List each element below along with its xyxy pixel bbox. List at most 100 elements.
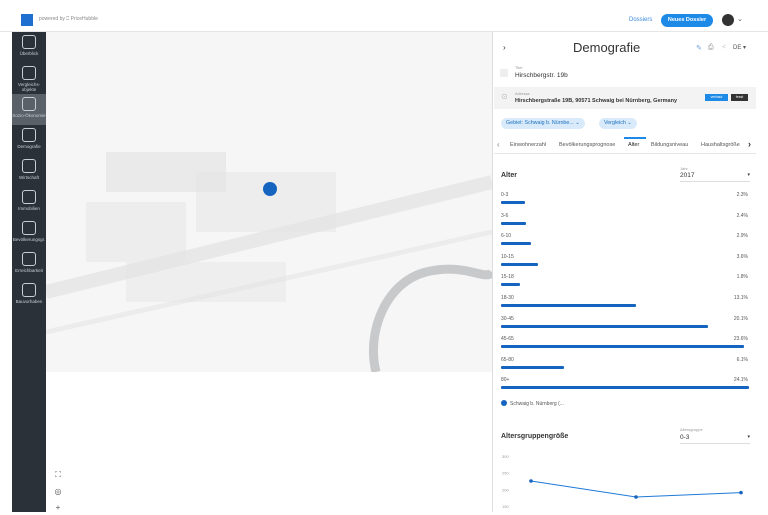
- tab-bildungsniveau[interactable]: Bildungsniveau: [651, 142, 689, 148]
- user-avatar-icon[interactable]: [722, 14, 734, 26]
- title-label: Titel: [515, 65, 523, 70]
- bar-value-label: 2.9%: [736, 233, 748, 240]
- bar-label: 10-15: [501, 253, 514, 260]
- section-title-alter: Alter: [501, 172, 517, 179]
- sidebar-item-5[interactable]: Immobilien: [12, 187, 46, 218]
- bar: [501, 324, 708, 328]
- sidebar-icon: [22, 283, 36, 297]
- y-tick-label: 250: [502, 471, 509, 476]
- sidebar-item-label: Immobilien: [18, 206, 40, 211]
- sidebar-item-label: Erreichbarkeit: [15, 268, 43, 273]
- language-value: DE: [733, 45, 742, 51]
- bar-value-label: 6.1%: [736, 356, 748, 363]
- section-title-altersgruppe: Altersgruppengröße: [501, 433, 569, 440]
- year-label: Jahr: [680, 166, 688, 171]
- title-value[interactable]: Hirschbergstr. 19b: [515, 72, 568, 79]
- line-point[interactable]: [739, 490, 743, 495]
- legend-dot: [501, 400, 507, 406]
- dossiers-link[interactable]: Dossiers: [629, 17, 653, 23]
- panel-title: Demografie: [573, 40, 641, 55]
- legend-label[interactable]: Schwaig b. Nürnberg (...: [510, 401, 564, 407]
- tab-alter[interactable]: Alter: [628, 142, 640, 148]
- logo[interactable]: [21, 14, 33, 26]
- y-tick-label: 200: [502, 487, 509, 492]
- map-canvas: [46, 152, 492, 372]
- year-select[interactable]: 2017 ▾: [680, 172, 750, 182]
- y-tick-label: 150: [502, 504, 509, 509]
- line-series: [530, 480, 742, 498]
- bar-label: 15-18: [501, 274, 514, 281]
- language-select[interactable]: DE ▾: [733, 45, 747, 51]
- print-icon[interactable]: ⎙: [708, 44, 714, 51]
- bar: [501, 386, 749, 390]
- sidebar-icon: [22, 66, 36, 80]
- bar-label: 30-45: [501, 315, 514, 322]
- bar-value-label: 2.3%: [736, 192, 748, 198]
- tabs-scroll-left-icon[interactable]: ‹: [497, 140, 500, 149]
- badge-fesst[interactable]: fesst: [731, 94, 748, 101]
- bar-value-label: 13.1%: [733, 295, 748, 301]
- sidebar-icon: [22, 190, 36, 204]
- tabs-scroll-right-icon[interactable]: ›: [748, 139, 751, 149]
- bar-value-label: 1.8%: [736, 274, 748, 281]
- bar: [501, 242, 531, 246]
- bar-value-label: 23.6%: [733, 336, 748, 343]
- y-tick-label: 300: [502, 454, 509, 459]
- year-value: 2017: [680, 172, 695, 179]
- sidebar-icon: [22, 252, 36, 266]
- area-chip-label: Gebiet: Schwaig b. Nürnbe...: [506, 120, 574, 126]
- bar-label: 45-65: [501, 336, 514, 343]
- sidebar-item-8[interactable]: Bauvorhaben: [12, 280, 46, 311]
- sidebar-item-label: Sozio-Ökonomie: [12, 113, 46, 118]
- fullscreen-icon[interactable]: ⛶: [55, 470, 61, 479]
- sidebar-item-label: Überblick: [19, 51, 39, 56]
- bar: [501, 365, 564, 369]
- line-point[interactable]: [634, 495, 638, 499]
- sidebar-item-label: Bevölkerungsgr.: [12, 237, 46, 242]
- bar-label: 3-6: [501, 212, 509, 219]
- sidebar-item-label: Demografie: [17, 144, 41, 149]
- sidebar-item-4[interactable]: Wirtschaft: [12, 156, 46, 187]
- tab-einwohnerzahl[interactable]: Einwohnerzahl: [510, 142, 547, 148]
- new-dossier-button[interactable]: Neues Dossier: [661, 14, 713, 27]
- top-bar: powered by ⎕ PriceHubble Dossiers Neues …: [0, 0, 768, 32]
- map[interactable]: [46, 32, 492, 372]
- badge-verbaut[interactable]: verbaut: [705, 94, 728, 101]
- bar-label: 18-30: [501, 295, 514, 301]
- bar: [501, 345, 744, 349]
- location-pin-icon: ⊙: [501, 92, 508, 101]
- group-select[interactable]: 0-3 ▾: [680, 434, 750, 444]
- edit-icon[interactable]: ✎: [696, 45, 702, 52]
- detail-panel: [492, 32, 768, 512]
- bar-label: 80+: [501, 377, 510, 384]
- address-value: Hirschbergstraße 19B, 90571 Schwaig bei …: [515, 98, 678, 104]
- title-icon: [500, 69, 508, 77]
- collapse-panel-icon[interactable]: ›: [503, 43, 506, 52]
- location-marker-icon: [263, 182, 277, 196]
- powered-by: powered by ⎕ PriceHubble: [39, 16, 98, 22]
- sidebar-item-label: Wirtschaft: [18, 175, 39, 180]
- tab-haushaltsgroesse[interactable]: Haushaltsgröße: [701, 142, 740, 148]
- bar-value-label: 3.6%: [736, 253, 748, 260]
- sidebar-item-2[interactable]: Sozio-Ökonomie: [12, 94, 46, 125]
- sidebar-icon: [22, 97, 36, 111]
- share-icon[interactable]: <: [722, 44, 727, 51]
- bar-value-label: 20.1%: [733, 315, 748, 322]
- bar: [501, 283, 520, 287]
- sidebar-item-6[interactable]: Bevölkerungsgr.: [12, 218, 46, 249]
- bar-label: 6-10: [501, 233, 512, 240]
- sidebar-item-0[interactable]: Überblick: [12, 32, 46, 63]
- chevron-down-icon[interactable]: ⌄: [737, 16, 743, 23]
- sidebar-item-7[interactable]: Erreichbarkeit: [12, 249, 46, 280]
- bar: [501, 201, 525, 204]
- bar-value-label: 2.4%: [736, 212, 748, 219]
- compare-filter-chip[interactable]: Vergleich ⌄: [599, 118, 637, 129]
- sidebar-item-1[interactable]: Vergleichs-objekte: [12, 63, 46, 94]
- area-filter-chip[interactable]: Gebiet: Schwaig b. Nürnbe... ⌄: [501, 118, 585, 129]
- zoom-in-icon[interactable]: +: [55, 503, 61, 512]
- locate-icon[interactable]: ◎: [54, 487, 62, 496]
- line-point[interactable]: [529, 479, 533, 483]
- sidebar-item-3[interactable]: Demografie: [12, 125, 46, 156]
- address-box: [494, 87, 756, 109]
- tab-bevoelkerungsprognose[interactable]: Bevölkerungsprognose: [559, 142, 616, 148]
